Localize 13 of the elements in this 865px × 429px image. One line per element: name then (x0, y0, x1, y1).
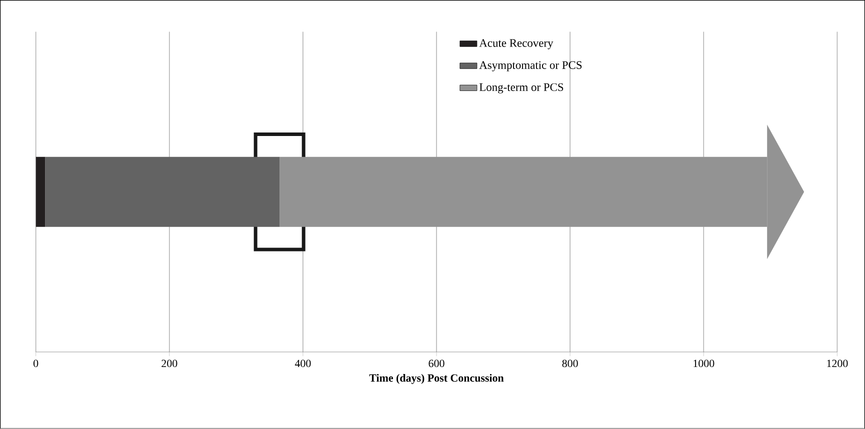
x-tick-label: 400 (294, 360, 311, 368)
legend-label: Asymptomatic or PCS (479, 61, 582, 72)
legend-label: Acute Recovery (479, 39, 554, 50)
x-tick-label: 200 (162, 360, 178, 368)
x-tick-label: 800 (562, 360, 578, 368)
bar (36, 156, 46, 227)
x-tick-label: 0 (34, 360, 38, 368)
x-tick-label: 600 (428, 360, 444, 368)
bar (45, 156, 280, 227)
x-tick-label: 1200 (827, 360, 848, 368)
x-axis-title: Time (days) Post Concussion (369, 374, 504, 384)
legend-label: Long-term or PCS (479, 83, 564, 94)
x-tick-label: 1000 (694, 360, 714, 368)
